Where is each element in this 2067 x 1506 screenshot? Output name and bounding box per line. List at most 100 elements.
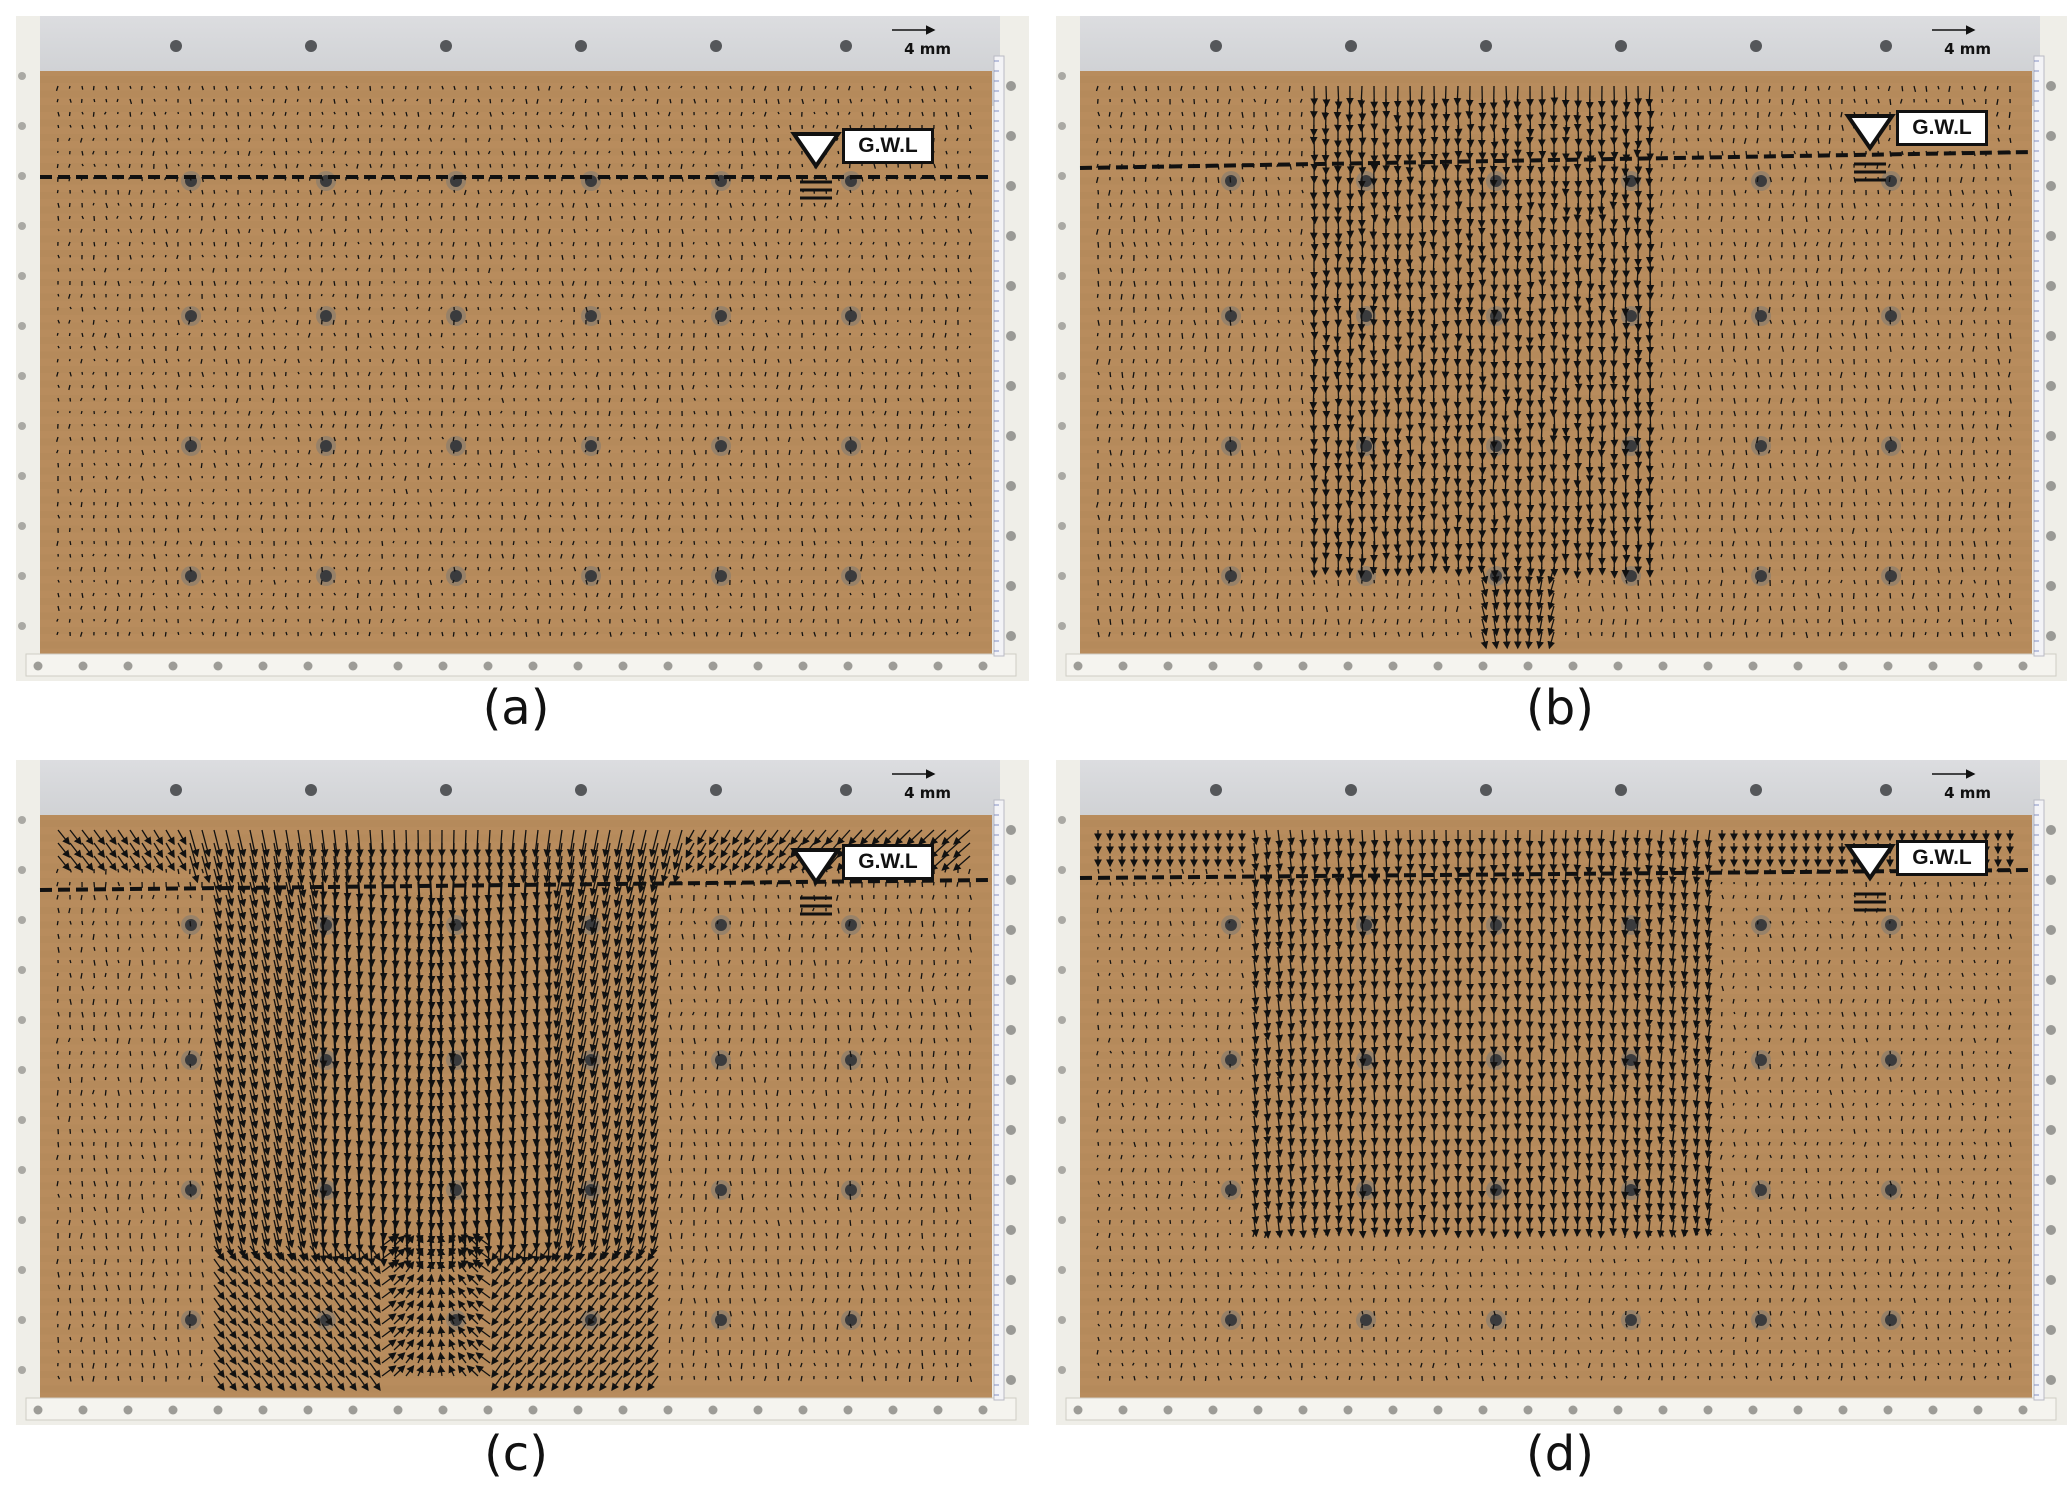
frame-bolt [1006,181,1016,191]
glass-bolt [170,784,182,796]
frame-bolt [1006,331,1016,341]
caption-d: (d) [1526,1426,1594,1482]
frame-bolt [2046,1325,2056,1335]
frame-bolt [2046,331,2056,341]
frame-bolt [1883,1405,1893,1415]
panel-d: 4 mm G.W.L [1056,760,2067,1425]
glass-bolt [1480,40,1492,52]
frame-bolt [1478,661,1488,671]
marker-bolt [185,1314,197,1326]
frame-bolt [573,661,583,671]
marker-bolt [845,570,857,582]
marker-bolt [450,440,462,452]
frame-bolt [18,1066,26,1074]
glass-bolt [1480,784,1492,796]
frame-bolt [1058,572,1066,580]
marker-bolt [845,440,857,452]
frame-bolt [18,372,26,380]
frame-bolt [2046,631,2056,641]
frame-bolt [1006,1175,1016,1185]
frame-bolt [753,661,763,671]
frame-bolt [438,1405,448,1415]
marker-bolt [1755,310,1767,322]
frame-bolt [708,661,718,671]
frame-bolt [2046,875,2056,885]
soil-tank-photo [1056,760,2067,1425]
marker-bolt [1490,919,1502,931]
frame-bolt [18,72,26,80]
bottom-frame [1065,1397,2057,1421]
frame-bolt [1838,661,1848,671]
marker-bolt [1755,440,1767,452]
frame-bolt [1058,72,1066,80]
marker-bolt [585,440,597,452]
marker-bolt [1885,1314,1897,1326]
marker-bolt [1885,570,1897,582]
marker-bolt [185,440,197,452]
frame-bolt [213,1405,223,1415]
frame-bolt [1748,1405,1758,1415]
frame-bolt [1163,1405,1173,1415]
marker-bolt [1490,175,1502,187]
panel-b: 4 mm G.W.L [1056,16,2067,681]
groundwater-line [39,878,993,892]
marker-bolt [1225,1314,1237,1326]
marker-bolt [1225,1184,1237,1196]
marker-bolt [1755,1184,1767,1196]
marker-bolt [845,1054,857,1066]
frame-bolt [1006,1075,1016,1085]
frame-bolt [18,1116,26,1124]
marker-bolt [1885,1184,1897,1196]
frame-bolt [1298,661,1308,671]
frame-bolt [1658,1405,1668,1415]
frame-bolt [1073,1405,1083,1415]
frame-bolt [1006,481,1016,491]
marker-bolt [1885,1054,1897,1066]
frame-bolt [1058,1266,1066,1274]
frame-bolt [78,1405,88,1415]
frame-bolt [303,661,313,671]
frame-bolt [393,1405,403,1415]
frame-bolt [2046,1275,2056,1285]
frame-bolt [18,272,26,280]
caption-a: (a) [482,680,550,736]
displacement-vectors [1095,85,2013,650]
frame-bolt [1006,1125,1016,1135]
frame-bolt [843,661,853,671]
glass-bolt [305,40,317,52]
displacement-vectors [1094,829,2014,1382]
marker-bolt [185,1184,197,1196]
glass-bolt [440,784,452,796]
frame-bolt [663,1405,673,1415]
frame-bolt [2046,1025,2056,1035]
marker-bolt [1625,440,1637,452]
frame-bolt [213,661,223,671]
frame-bolt [1058,1316,1066,1324]
frame-bolt [1058,172,1066,180]
frame-bolt [2046,1225,2056,1235]
frame-bolt [1006,131,1016,141]
scale-label: 4 mm [1944,40,1991,58]
marker-bolt [845,919,857,931]
bottom-frame [25,653,1017,677]
frame-bolt [2046,231,2056,241]
marker-bolt [715,310,727,322]
frame-bolt [888,1405,898,1415]
frame-bolt [2046,181,2056,191]
frame-bolt [1388,1405,1398,1415]
frame-bolt [33,661,43,671]
marker-bolt [715,570,727,582]
frame-bolt [1058,816,1066,824]
frame-bolt [1793,1405,1803,1415]
frame-bolt [438,661,448,671]
frame-bolt [18,1216,26,1224]
marker-bolt [585,310,597,322]
frame-bolt [1006,231,1016,241]
glass-bolt [440,40,452,52]
frame-bolt [1006,631,1016,641]
ruler [2033,55,2045,657]
ruler [2033,799,2045,1401]
scale-label: 4 mm [904,784,951,802]
frame-bolt [1928,1405,1938,1415]
frame-bolt [1006,381,1016,391]
